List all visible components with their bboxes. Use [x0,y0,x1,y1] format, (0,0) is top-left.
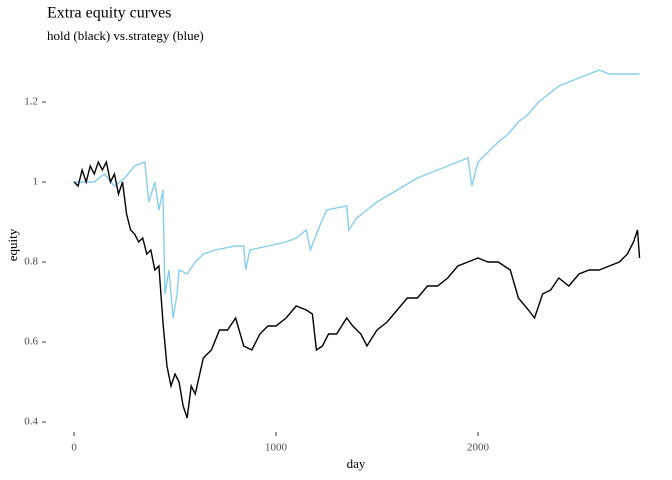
y-tick-label: 0.8 [24,256,38,268]
y-axis-label: equity [5,228,20,261]
x-tick-label: 2000 [467,442,490,454]
chart-subtitle: hold (black) vs.strategy (blue) [47,28,204,43]
y-tick-label: 0.6 [24,336,38,348]
y-tick-label: 0.4 [24,416,38,428]
y-tick-label: 1.2 [24,96,38,108]
x-tick-label: 1000 [265,442,288,454]
x-tick-label: 0 [71,442,77,454]
series-line [74,69,640,319]
y-tick-label: 1 [33,176,39,188]
x-axis-label: day [347,456,366,471]
series-line [73,159,641,419]
chart-title: Extra equity curves [47,5,171,22]
